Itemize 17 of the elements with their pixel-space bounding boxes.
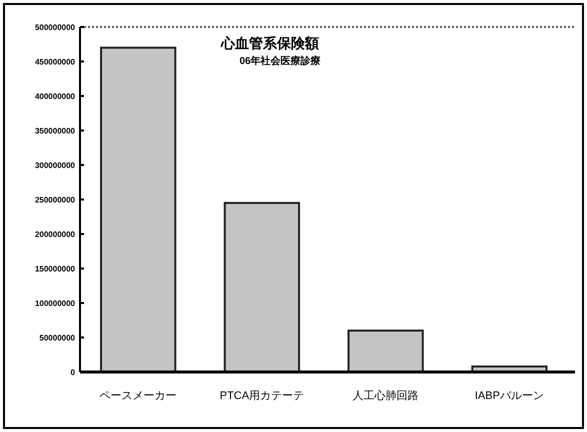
y-tick-label: 0 <box>70 368 76 377</box>
y-tick-label: 350000000 <box>34 126 76 136</box>
x-tick-label: PTCA用カテーテ <box>220 390 304 402</box>
y-tick-label: 500000000 <box>34 23 76 32</box>
y-tick-label: 400000000 <box>34 92 76 101</box>
x-tick-label: IABPバルーン <box>474 390 544 402</box>
y-tick-label: 450000000 <box>34 58 76 66</box>
x-tick-label: ペースメーカー <box>100 390 177 402</box>
y-tick-label: 250000000 <box>34 196 76 204</box>
y-tick-label: 300000000 <box>34 161 76 170</box>
text: 06年社会医療診療 <box>239 55 321 67</box>
text: 心血管系保険額 <box>220 35 319 51</box>
y-tick-label: 100000000 <box>34 299 76 308</box>
y-tick-label: 50000000 <box>39 334 76 342</box>
x-tick-label: 人工心肺回路 <box>352 389 419 402</box>
y-tick-label: 150000000 <box>34 264 76 274</box>
y-tick-label: 200000000 <box>34 230 76 239</box>
